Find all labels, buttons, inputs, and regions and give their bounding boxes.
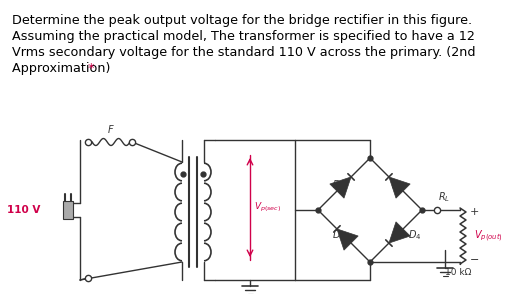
Text: $V_{p(sec)}$: $V_{p(sec)}$ xyxy=(254,201,281,214)
Text: 10 kΩ: 10 kΩ xyxy=(445,268,471,277)
Text: F: F xyxy=(108,125,114,135)
Text: 110 V: 110 V xyxy=(7,205,40,215)
Text: $V_{p(out)}$: $V_{p(out)}$ xyxy=(474,228,503,244)
Text: Approximation): Approximation) xyxy=(12,62,114,75)
Polygon shape xyxy=(330,177,351,198)
Text: $R_L$: $R_L$ xyxy=(438,190,450,204)
Text: $D_1$: $D_1$ xyxy=(391,178,404,192)
Polygon shape xyxy=(389,177,410,198)
Polygon shape xyxy=(389,222,410,243)
Text: Vrms secondary voltage for the standard 110 V across the primary. (2nd: Vrms secondary voltage for the standard … xyxy=(12,46,476,59)
Text: −: − xyxy=(470,255,479,265)
Text: +: + xyxy=(470,207,479,217)
Text: $D_3$: $D_3$ xyxy=(332,178,345,192)
Text: $D_2$: $D_2$ xyxy=(332,228,345,242)
Text: *: * xyxy=(88,62,94,75)
Polygon shape xyxy=(63,201,73,219)
Text: Assuming the practical model, The transformer is specified to have a 12: Assuming the practical model, The transf… xyxy=(12,30,475,43)
Text: $D_4$: $D_4$ xyxy=(408,228,422,242)
Text: Determine the peak output voltage for the bridge rectifier in this figure.: Determine the peak output voltage for th… xyxy=(12,14,472,27)
Polygon shape xyxy=(337,229,358,250)
